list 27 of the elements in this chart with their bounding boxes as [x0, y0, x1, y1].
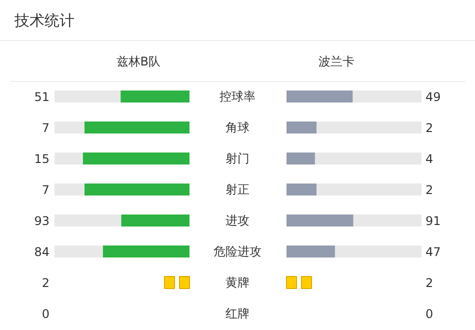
category-label: 控球率: [220, 90, 256, 104]
data-label: 2: [426, 183, 434, 197]
category-label: 黄牌: [226, 276, 250, 290]
data-label: 0: [426, 307, 434, 321]
data-label: 7: [42, 183, 50, 197]
category-label: 危险进攻: [214, 244, 262, 258]
text: 技术统计: [14, 12, 74, 30]
category-label: 红牌: [226, 306, 250, 320]
category-label: 射正: [226, 182, 250, 196]
data-label: 2: [42, 276, 50, 290]
data-label: 0: [42, 307, 50, 321]
data-label: 2: [426, 121, 434, 135]
data-label: 49: [426, 90, 441, 104]
text: 波兰卡: [318, 54, 354, 68]
category-label: 射门: [226, 152, 250, 166]
data-label: 2: [426, 276, 434, 290]
text: 兹林B队: [116, 54, 160, 68]
category-label: 角球: [226, 120, 250, 134]
data-label: 47: [426, 245, 441, 259]
category-label: 进攻: [226, 214, 250, 228]
data-label: 84: [34, 245, 50, 259]
data-label: 4: [426, 152, 434, 166]
data-label: 93: [34, 214, 50, 228]
data-label: 51: [34, 90, 50, 104]
data-label: 15: [34, 152, 50, 166]
data-label: 7: [42, 121, 50, 135]
data-label: 91: [426, 214, 441, 228]
